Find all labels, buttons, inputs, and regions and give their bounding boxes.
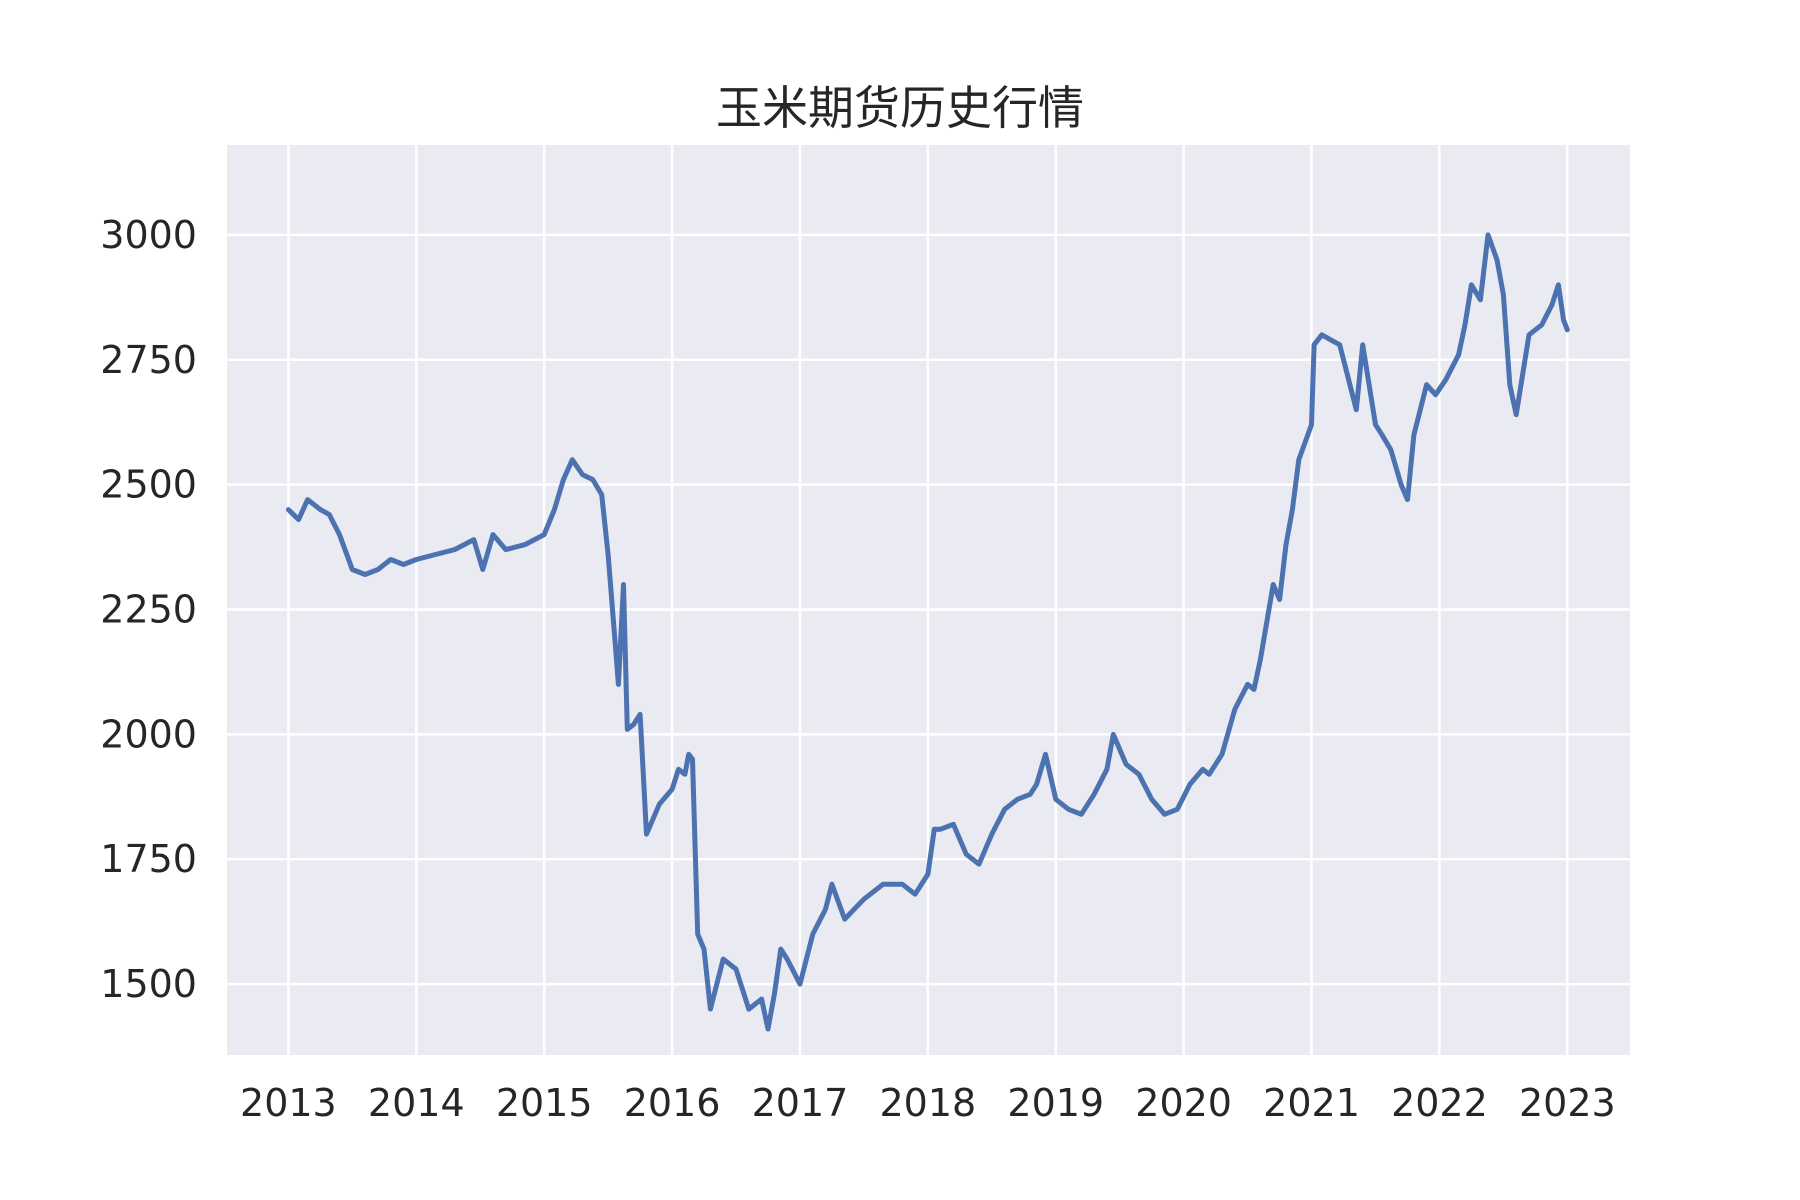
x-tick-label: 2013	[240, 1081, 337, 1125]
x-tick-labels: 2013 2014 2015 2016 2017 2018 2019 2020 2021 2022…	[240, 1081, 1616, 1125]
y-tick-label: 2500	[100, 463, 197, 507]
series-line	[285, 232, 1570, 1032]
y-tick-label: 2000	[100, 712, 197, 756]
x-tick-label: 2019	[1007, 1081, 1104, 1125]
series-group	[285, 232, 1570, 1032]
y-tick-label: 3000	[100, 213, 197, 257]
x-tick-label: 2015	[496, 1081, 593, 1125]
y-tick-label: 1750	[100, 837, 197, 881]
x-tick-label: 2018	[880, 1081, 977, 1125]
y-gridlines	[227, 233, 1630, 986]
x-tick-label: 2014	[368, 1081, 465, 1125]
x-gridlines	[287, 145, 1569, 1055]
x-tick-label: 2022	[1391, 1081, 1488, 1125]
y-tick-label: 2250	[100, 587, 197, 631]
chart-title: 玉米期货历史行情	[716, 81, 1084, 135]
x-tick-label: 2023	[1519, 1081, 1616, 1125]
x-tick-label: 2021	[1263, 1081, 1360, 1125]
y-tick-label: 1500	[100, 962, 197, 1006]
y-tick-label: 2750	[100, 338, 197, 382]
x-tick-label: 2016	[624, 1081, 721, 1125]
x-tick-label: 2017	[752, 1081, 849, 1125]
y-tick-labels: 1500 1750 2000 2250 2500 2750 3000	[100, 213, 197, 1006]
x-tick-label: 2020	[1135, 1081, 1232, 1125]
